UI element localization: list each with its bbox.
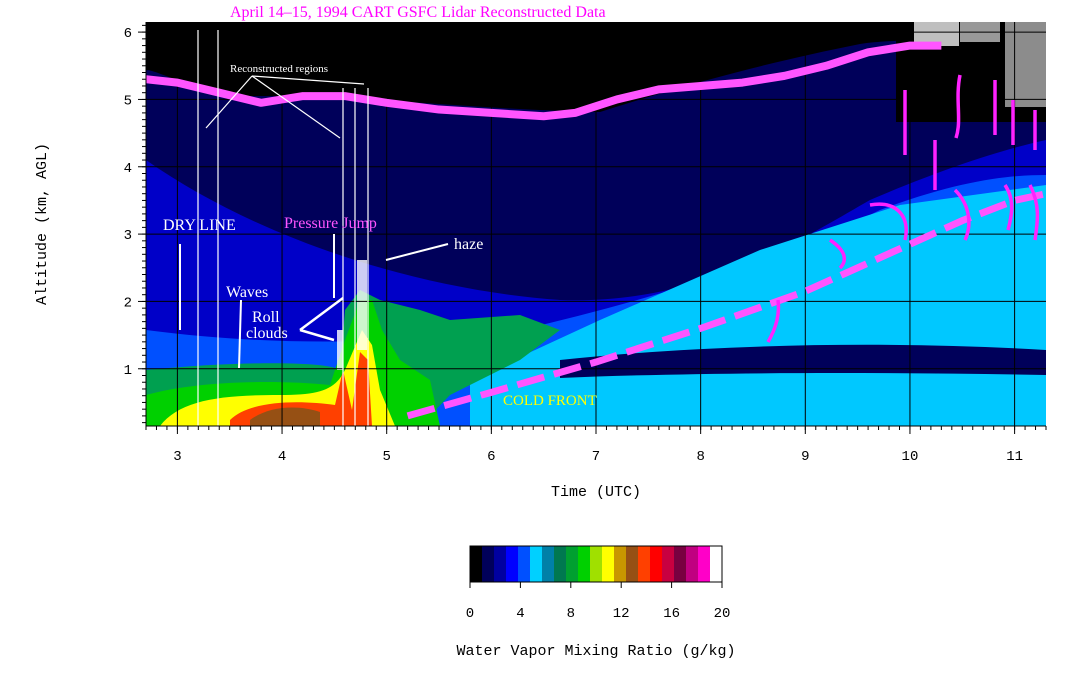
series-marks <box>146 41 1046 420</box>
convection-arrow <box>766 299 781 343</box>
x-axis-label: Time (UTC) <box>551 484 641 501</box>
reconstructed-pointer <box>251 75 341 139</box>
colorbar-swatch <box>518 546 531 582</box>
x-tick-label: 9 <box>801 449 809 465</box>
colorbar-swatch <box>566 546 579 582</box>
waves-label: Waves <box>226 284 268 301</box>
colorbar-tick-label: 4 <box>516 606 524 622</box>
convection-arrow <box>829 238 847 270</box>
colorbar-swatch <box>542 546 555 582</box>
reconstructed-block <box>337 330 343 370</box>
red-layer <box>230 352 372 426</box>
x-tick-label: 7 <box>592 449 600 465</box>
colorbar-tick-label: 8 <box>567 606 575 622</box>
colorbar-swatch <box>482 546 495 582</box>
colorbar-swatch <box>602 546 615 582</box>
y-tick-label: 1 <box>124 363 132 379</box>
cold-front-line <box>406 190 1046 420</box>
colorbar-swatch <box>650 546 663 582</box>
x-tick-label: 10 <box>902 449 919 465</box>
dark-band <box>560 344 1046 378</box>
colorbar-tick-label: 0 <box>466 606 474 622</box>
colorbar-frame <box>469 545 723 583</box>
colorbar-swatch <box>590 546 603 582</box>
chart-title: April 14–15, 1994 CART GSFC Lidar Recons… <box>230 4 606 21</box>
reconstructed-pointer <box>205 75 253 129</box>
waves-arrow <box>238 299 242 369</box>
convection-arrow <box>1003 184 1014 231</box>
colorbar-swatch <box>578 546 591 582</box>
reconstructed-pointer <box>251 75 365 85</box>
colorbar-swatch <box>662 546 675 582</box>
convection-arrow <box>954 74 962 139</box>
colorbar-swatch <box>614 546 627 582</box>
x-tick-label: 8 <box>696 449 704 465</box>
colorbar-label: Water Vapor Mixing Ratio (g/kg) <box>456 643 735 660</box>
colorbar-swatch <box>494 546 507 582</box>
roll-label: Roll <box>252 309 280 326</box>
reconstructed-regions-label: Reconstructed regions <box>230 63 328 75</box>
colorbar-swatch <box>530 546 543 582</box>
colorbar-tick-label: 12 <box>613 606 630 622</box>
roll-clouds-arrow <box>299 296 344 332</box>
reconstructed-block <box>1005 22 1046 107</box>
convection-arrow <box>1028 184 1040 241</box>
convection-arrows <box>766 74 1040 343</box>
x-tick-label: 5 <box>382 449 390 465</box>
colorbar-swatch <box>698 546 711 582</box>
boundary-layer-top-line <box>146 41 942 121</box>
y-tick-label: 2 <box>124 295 132 311</box>
dry-line-label: DRY LINE <box>163 217 236 234</box>
colorbar-tick-label: 20 <box>714 606 731 622</box>
x-tick-label: 6 <box>487 449 495 465</box>
colorbar-ticks: 0 4 8 12 16 20 <box>466 582 731 622</box>
cold-front-label: COLD FRONT <box>503 393 597 409</box>
colorbar-swatch <box>638 546 651 582</box>
y-tick-label: 6 <box>124 26 132 42</box>
convection-arrow <box>869 202 908 241</box>
colorbar-tick-label: 16 <box>663 606 680 622</box>
colorbar-swatch <box>506 546 519 582</box>
y-tick-label: 4 <box>124 161 132 177</box>
colorbar-swatch <box>686 546 699 582</box>
clouds-label: clouds <box>246 325 288 342</box>
colorbar-swatch <box>554 546 567 582</box>
y-axis-label: Altitude (km, AGL) <box>34 143 51 305</box>
colorbar-swatch <box>710 546 723 582</box>
annotation-lines <box>179 30 449 426</box>
grid <box>146 22 1046 426</box>
convection-arrow <box>953 188 971 241</box>
y-ticks: 1 2 3 4 5 6 <box>124 24 146 424</box>
x-tick-label: 11 <box>1006 449 1023 465</box>
plot-area <box>146 22 1046 426</box>
reconstructed-block <box>357 260 367 350</box>
haze-arrow <box>385 243 449 261</box>
x-tick-label: 4 <box>278 449 286 465</box>
roll-clouds-arrow <box>299 328 335 342</box>
colorbar-swatch <box>626 546 639 582</box>
colorbar-swatch <box>470 546 483 582</box>
y-tick-label: 3 <box>124 228 132 244</box>
x-ticks: 3 4 5 6 7 8 9 10 11 <box>145 426 1047 465</box>
colorbar <box>469 545 723 583</box>
pressure-jump-label: Pressure Jump <box>284 215 377 232</box>
haze-label: haze <box>454 236 483 253</box>
y-tick-label: 5 <box>124 93 132 109</box>
x-tick-label: 3 <box>173 449 181 465</box>
colorbar-swatch <box>674 546 687 582</box>
brown-layer <box>250 407 320 426</box>
